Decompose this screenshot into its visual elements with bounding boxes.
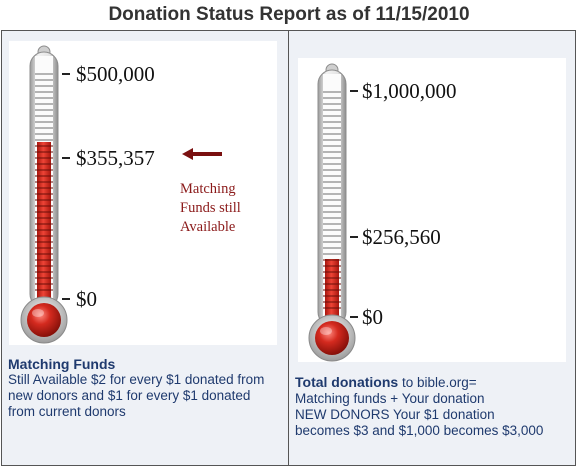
right-mid-value: $256,560 (362, 225, 441, 249)
left-top-value: $500,000 (76, 62, 155, 86)
left-mercury (37, 142, 51, 312)
right-caption: Total donations to bible.org= Matching f… (295, 374, 573, 439)
left-caption-line-2: new donors and $1 for every $1 donated (8, 388, 251, 403)
left-caption: Matching Funds Still Available $2 for ev… (8, 356, 284, 420)
left-arrow-icon (182, 148, 222, 160)
right-caption-header: Total donations to bible.org= (295, 374, 573, 391)
right-top-tick (350, 90, 358, 92)
right-caption-title: Total donations (295, 374, 399, 390)
left-thermometer (20, 45, 68, 344)
right-bulb (315, 321, 349, 355)
left-bottom-value: $0 (76, 287, 97, 311)
right-caption-title-rest: to bible.org= (398, 375, 477, 390)
right-bottom-tick (350, 316, 358, 318)
left-bottom-tick (62, 298, 70, 300)
note-line-3: Available (180, 219, 236, 235)
right-bottom-value: $0 (362, 305, 383, 329)
note-line-1: Matching (180, 181, 236, 197)
panel-divider (288, 30, 289, 466)
left-mid-tick (62, 157, 70, 159)
left-caption-line-1: Still Available $2 for every $1 donated … (8, 372, 265, 387)
left-top-tick (62, 73, 70, 75)
report-title: Donation Status Report as of 11/15/2010 (108, 4, 470, 25)
right-mid-tick (350, 236, 358, 238)
right-thermometer (308, 63, 356, 362)
left-caption-title: Matching Funds (8, 356, 116, 372)
note-line-2: Funds still (180, 200, 241, 216)
left-caption-line-3: from current donors (8, 404, 126, 419)
left-bulb (27, 303, 61, 337)
right-mercury (325, 259, 339, 330)
matching-note: Matching Funds still Available (180, 180, 241, 237)
right-caption-line-1: Matching funds + Your donation (295, 391, 485, 406)
right-caption-line-3: becomes $3 and $1,000 becomes $3,000 (295, 423, 544, 438)
left-mid-value: $355,357 (76, 146, 155, 170)
right-top-value: $1,000,000 (362, 79, 457, 103)
right-caption-line-2: NEW DONORS Your $1 donation (295, 407, 495, 422)
